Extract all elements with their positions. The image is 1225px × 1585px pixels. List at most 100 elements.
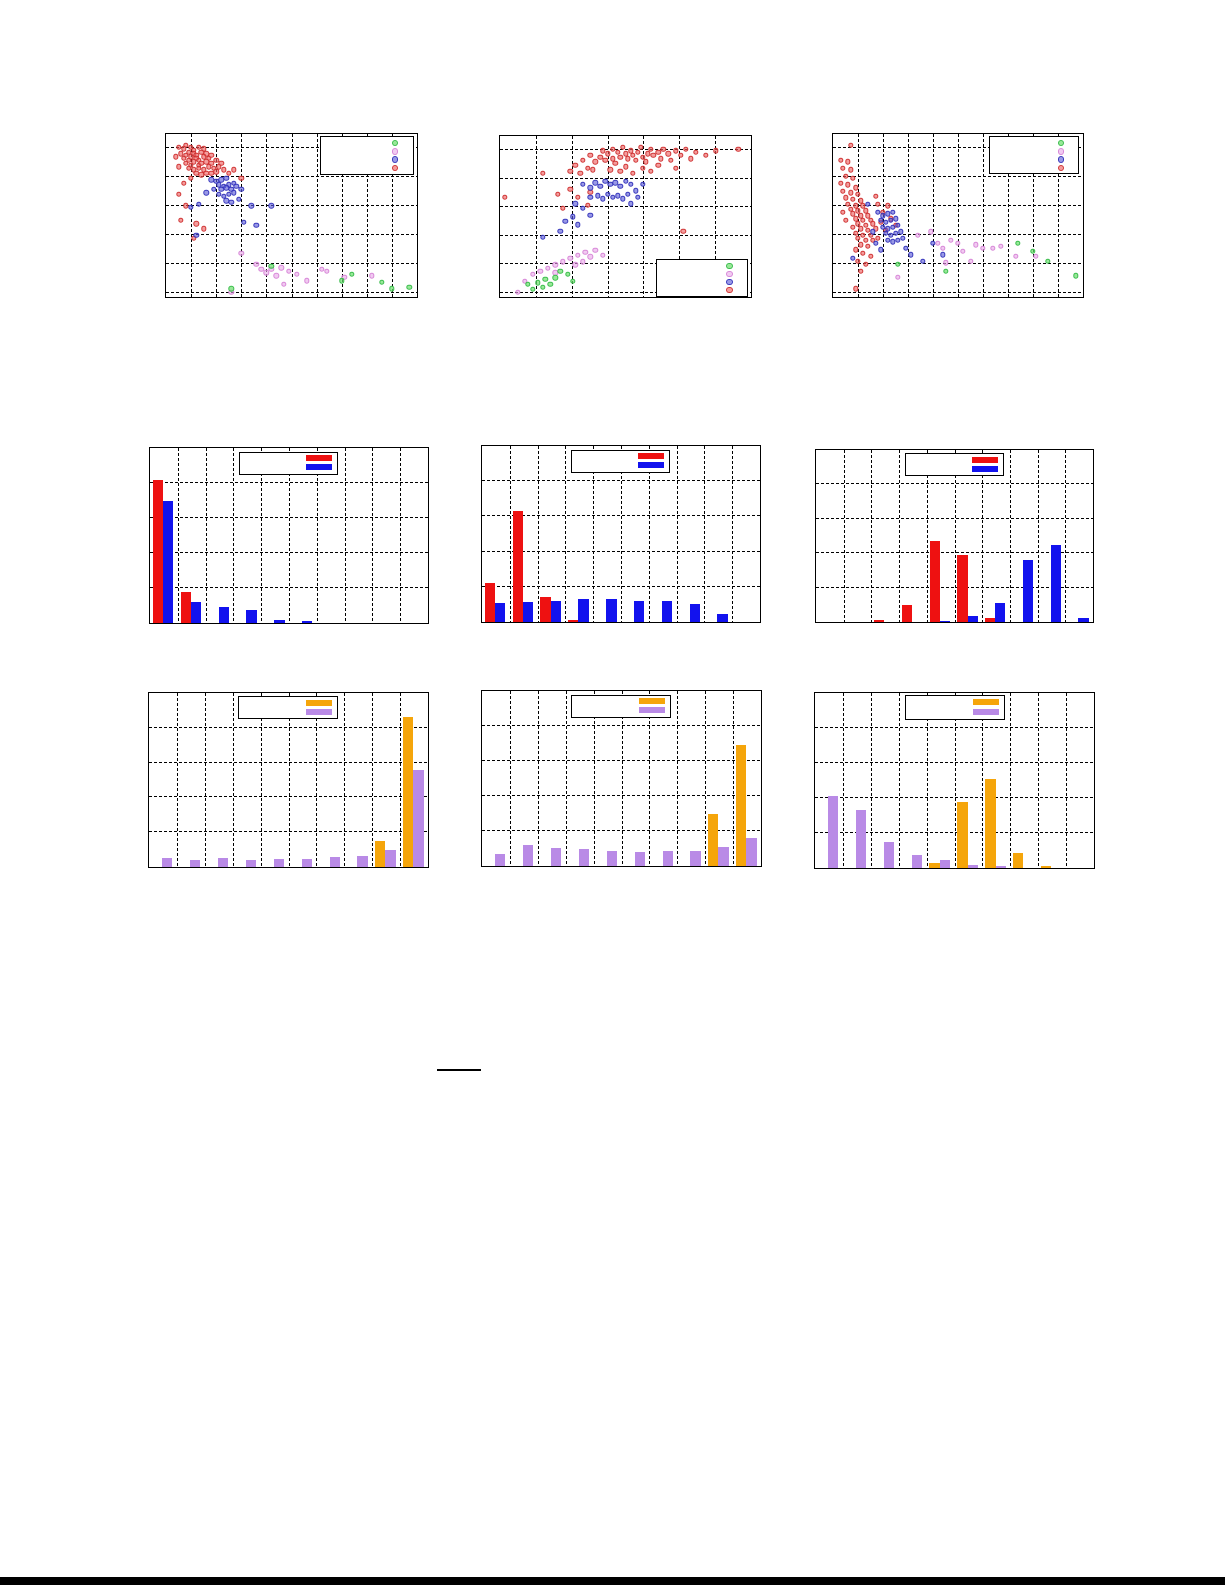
scatter-point-red: [610, 146, 616, 152]
grid-line-vertical: [241, 134, 243, 297]
bar-blue: [939, 620, 951, 622]
scatter-point-blue: [570, 213, 576, 220]
legend-box: [320, 135, 414, 175]
grid-line-vertical: [291, 134, 293, 297]
scatter-point-blue: [897, 229, 904, 235]
bar-chart-middle-right: [815, 449, 1094, 623]
bar-purple: [357, 855, 368, 867]
scatter-point-red: [667, 157, 674, 163]
scatter-point-red: [188, 175, 194, 181]
scatter-point-green: [349, 271, 355, 277]
legend-swatch-bar_orange: [972, 698, 1000, 706]
grid-line-vertical: [537, 691, 539, 866]
scatter-point-blue: [562, 218, 568, 225]
legend-swatch-bar_blue: [306, 464, 333, 470]
scatter-point-red: [847, 142, 854, 149]
scatter-point-pink: [955, 240, 961, 246]
scatter-point-blue: [890, 224, 896, 230]
grid-line-vertical: [344, 448, 346, 623]
grid-line-vertical: [191, 134, 193, 297]
scatter-point-pink: [258, 266, 265, 272]
grid-line-vertical: [316, 134, 318, 297]
scatter-point-red: [857, 268, 864, 274]
scatter-point-blue: [238, 186, 244, 193]
scatter-top-right-plot-area: [832, 133, 1084, 298]
grid-line-horizontal: [149, 796, 428, 798]
scatter-point-red: [592, 159, 599, 165]
grid-line-horizontal: [833, 291, 1083, 293]
scatter-point-blue: [882, 219, 889, 225]
scatter-point-red: [645, 151, 651, 157]
scatter-point-blue: [188, 204, 194, 211]
grid-line-horizontal: [833, 262, 1083, 264]
scatter-point-red: [852, 247, 859, 253]
scatter-point-red: [847, 189, 854, 196]
scatter-point-red: [178, 217, 184, 224]
bar-purple: [828, 796, 839, 868]
scatter-point-red: [847, 206, 854, 212]
scatter-point-green: [268, 263, 275, 269]
bar-blue: [578, 598, 589, 622]
scatter-point-green: [524, 281, 531, 287]
scatter-point-red: [852, 216, 859, 222]
scatter-point-red: [875, 235, 881, 242]
scatter-point-pink: [567, 255, 573, 262]
scatter-point-red: [857, 198, 864, 204]
scatter-point-pink: [238, 250, 244, 256]
bar-purple: [690, 850, 701, 866]
scatter-point-red: [183, 160, 189, 167]
scatter-point-red: [193, 170, 199, 176]
scatter-plot-top-middle: [499, 135, 752, 298]
grid-line-vertical: [260, 693, 262, 867]
grid-line-horizontal: [500, 263, 751, 265]
scatter-point-green: [557, 268, 563, 274]
grid-line-horizontal: [816, 483, 1093, 485]
scatter-point-red: [657, 155, 664, 162]
grid-line-horizontal: [166, 233, 417, 235]
grid-line-vertical: [621, 691, 623, 866]
scatter-point-green: [1045, 258, 1051, 264]
grid-line-horizontal: [816, 517, 1093, 519]
scatter-point-red: [575, 194, 581, 200]
scatter-point-blue: [223, 198, 229, 204]
scatter-point-pink: [587, 254, 594, 260]
grid-line-horizontal: [815, 692, 1094, 693]
bar-blue: [302, 621, 313, 623]
bar-orange: [707, 813, 719, 866]
legend-box: [238, 696, 338, 720]
bar-orange: [957, 801, 968, 868]
scatter-point-red: [625, 155, 631, 162]
scatter-point-red: [842, 173, 849, 180]
grid-line-horizontal: [482, 830, 761, 831]
scatter-point-red: [862, 207, 869, 214]
scatter-point-green: [1030, 248, 1036, 255]
bar-purple: [329, 856, 340, 867]
scatter-point-red: [875, 201, 881, 207]
scatter-point-red: [637, 144, 644, 150]
grid-line-horizontal: [833, 233, 1083, 235]
legend-marker-blue-dot: [1057, 156, 1065, 163]
grid-line-vertical: [842, 693, 844, 868]
scatter-point-pink: [253, 261, 260, 268]
bar-red: [929, 541, 940, 622]
grid-line-vertical: [216, 134, 218, 297]
scatter-point-red: [226, 170, 232, 176]
scatter-point-red: [840, 165, 846, 171]
legend-swatch-bar_blue: [638, 462, 665, 469]
bar-blue: [246, 609, 257, 623]
scatter-point-red: [193, 220, 199, 227]
bar-blue: [1078, 617, 1089, 622]
bar-blue: [1022, 560, 1034, 622]
scatter-point-red: [213, 157, 219, 163]
scatter-point-green: [1072, 273, 1079, 279]
scatter-point-red: [860, 217, 866, 224]
scatter-point-blue: [940, 251, 946, 258]
bar-purple: [495, 854, 506, 866]
scatter-point-red: [672, 147, 679, 154]
scatter-point-red: [842, 194, 849, 201]
legend-swatch-bar_red: [638, 453, 665, 459]
scatter-point-red: [221, 167, 227, 173]
scatter-point-pink: [972, 242, 979, 248]
scatter-point-blue: [892, 230, 899, 237]
bar-blue: [717, 614, 728, 622]
